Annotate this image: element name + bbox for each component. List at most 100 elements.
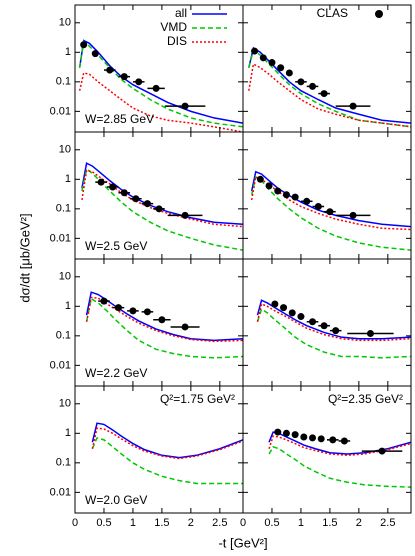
data-point: [120, 189, 128, 197]
curve: [250, 175, 411, 231]
data-point: [320, 322, 328, 330]
data-point: [152, 84, 160, 92]
data-point: [274, 428, 282, 436]
y-tick-label: 0.1: [56, 330, 71, 342]
data-point: [268, 59, 276, 67]
panel: [268, 428, 411, 488]
data-point: [378, 447, 386, 455]
y-tick-label: 0.1: [56, 76, 71, 88]
data-point: [155, 205, 163, 213]
panel: [250, 170, 411, 251]
curve: [91, 427, 243, 460]
data-point: [297, 313, 305, 321]
curve: [268, 435, 411, 457]
data-point: [332, 327, 340, 335]
x-tick-label: 0: [240, 517, 246, 529]
panel-frame: [242, 4, 412, 133]
data-point: [259, 54, 267, 62]
data-point: [109, 183, 117, 191]
panel: [91, 422, 243, 485]
y-tick-label: 10: [59, 398, 71, 410]
data-point: [349, 102, 357, 110]
data-point: [340, 437, 348, 445]
curve: [91, 422, 243, 459]
data-point: [297, 78, 305, 86]
data-point: [314, 202, 322, 210]
y-tick-label: 0.01: [50, 359, 71, 371]
curve: [250, 170, 411, 228]
curve: [85, 297, 243, 359]
legend-label: CLAS: [317, 6, 348, 20]
annotation: W=2.85 GeV: [85, 112, 154, 126]
annotation: Q²=2.35 GeV²: [328, 392, 403, 406]
data-point: [366, 329, 374, 337]
y-tick-label: 10: [59, 144, 71, 156]
x-tick-label: 2.5: [212, 517, 227, 529]
y-tick-label: 0.1: [56, 203, 71, 215]
x-tick-label: 2: [188, 517, 194, 529]
data-point: [280, 304, 288, 312]
x-tick-label: 1.5: [322, 517, 337, 529]
data-point: [309, 318, 317, 326]
y-tick-label: 10: [59, 271, 71, 283]
data-point: [120, 73, 128, 81]
curve: [268, 445, 411, 488]
data-point: [132, 195, 140, 203]
panel-frame: [242, 258, 412, 387]
data-point: [91, 50, 99, 58]
annotation: W=2.2 GeV: [85, 366, 147, 380]
y-tick-label: 1: [65, 300, 71, 312]
y-tick-label: 0.01: [50, 105, 71, 117]
data-point: [106, 66, 114, 74]
curve: [248, 48, 411, 128]
panel-frame: [242, 385, 412, 514]
annotation: Q²=1.75 GeV²: [160, 392, 235, 406]
data-point: [80, 41, 88, 49]
x-axis-label: -t [GeV²]: [218, 535, 267, 550]
data-point: [256, 175, 264, 183]
data-point: [329, 436, 337, 444]
y-tick-label: 0.01: [50, 232, 71, 244]
legend-swatch: [375, 10, 383, 18]
curve: [91, 436, 243, 485]
curve: [248, 46, 411, 124]
y-tick-label: 0.1: [56, 457, 71, 469]
annotation: W=2.0 GeV: [85, 493, 147, 507]
data-point: [135, 78, 143, 86]
data-point: [274, 187, 282, 195]
data-point: [143, 308, 151, 316]
x-tick-label: 2.5: [380, 517, 395, 529]
data-point: [143, 200, 151, 208]
legend-label: all: [175, 6, 187, 20]
data-point: [271, 300, 279, 308]
panel: [85, 291, 243, 359]
data-point: [129, 307, 137, 315]
data-point: [285, 69, 293, 77]
data-point: [181, 323, 189, 331]
data-point: [309, 82, 317, 90]
data-point: [303, 197, 311, 205]
curve: [78, 72, 243, 132]
x-tick-label: 2: [356, 517, 362, 529]
data-point: [282, 191, 290, 199]
x-tick-label: 0.5: [96, 517, 111, 529]
x-tick-label: 0: [72, 517, 78, 529]
annotation: W=2.5 GeV: [85, 239, 147, 253]
panel-frame: [242, 131, 412, 260]
data-point: [158, 316, 166, 324]
data-point: [114, 304, 122, 312]
data-point: [100, 297, 108, 305]
data-point: [97, 178, 105, 186]
curve: [250, 175, 411, 251]
y-tick-label: 0.01: [50, 486, 71, 498]
data-point: [291, 193, 299, 201]
curve: [81, 169, 243, 228]
data-point: [300, 433, 308, 441]
data-point: [326, 208, 334, 216]
panel: [248, 46, 411, 128]
curve: [78, 40, 243, 128]
y-tick-label: 1: [65, 427, 71, 439]
curve: [81, 162, 243, 226]
y-tick-label: 1: [65, 173, 71, 185]
